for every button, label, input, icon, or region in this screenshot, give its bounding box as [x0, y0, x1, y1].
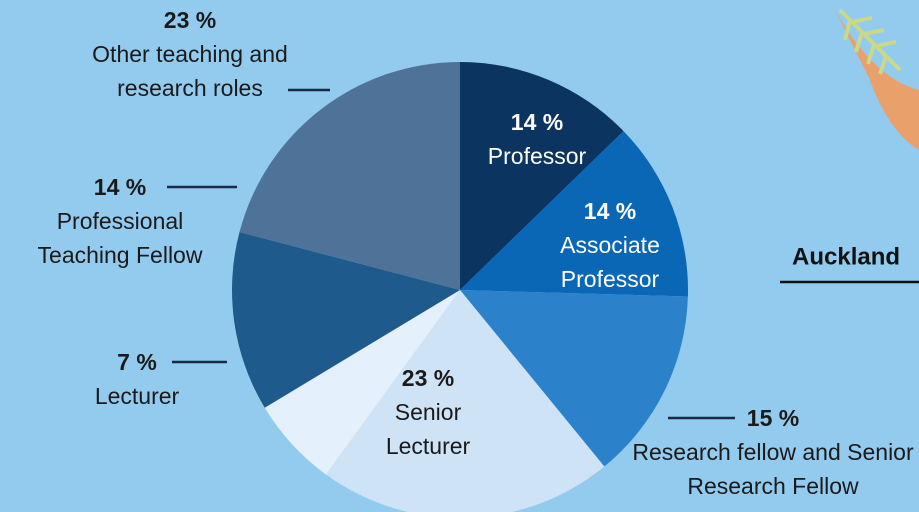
value-label: 14 %: [467, 105, 607, 139]
category-label: Lecturer: [67, 379, 207, 413]
side-heading: Auckland: [792, 243, 900, 270]
value-label: 23 %: [65, 3, 315, 37]
decoration: [830, 0, 919, 150]
category-label: Research fellow and Senior Research Fell…: [628, 435, 918, 503]
page: Auckland (() => { const data = JSON.pars…: [0, 0, 919, 512]
value-label: 7 %: [67, 345, 207, 379]
value-label: 14 %: [540, 194, 680, 228]
category-label: Associate Professor: [540, 228, 680, 296]
category-label: Professional Teaching Fellow: [10, 204, 230, 272]
category-label: Professor: [467, 139, 607, 173]
value-label: 15 %: [628, 401, 918, 435]
category-label: Other teaching and research roles: [65, 37, 315, 105]
value-label: 14 %: [10, 170, 230, 204]
category-label: Senior Lecturer: [368, 395, 488, 463]
value-label: 23 %: [368, 361, 488, 395]
